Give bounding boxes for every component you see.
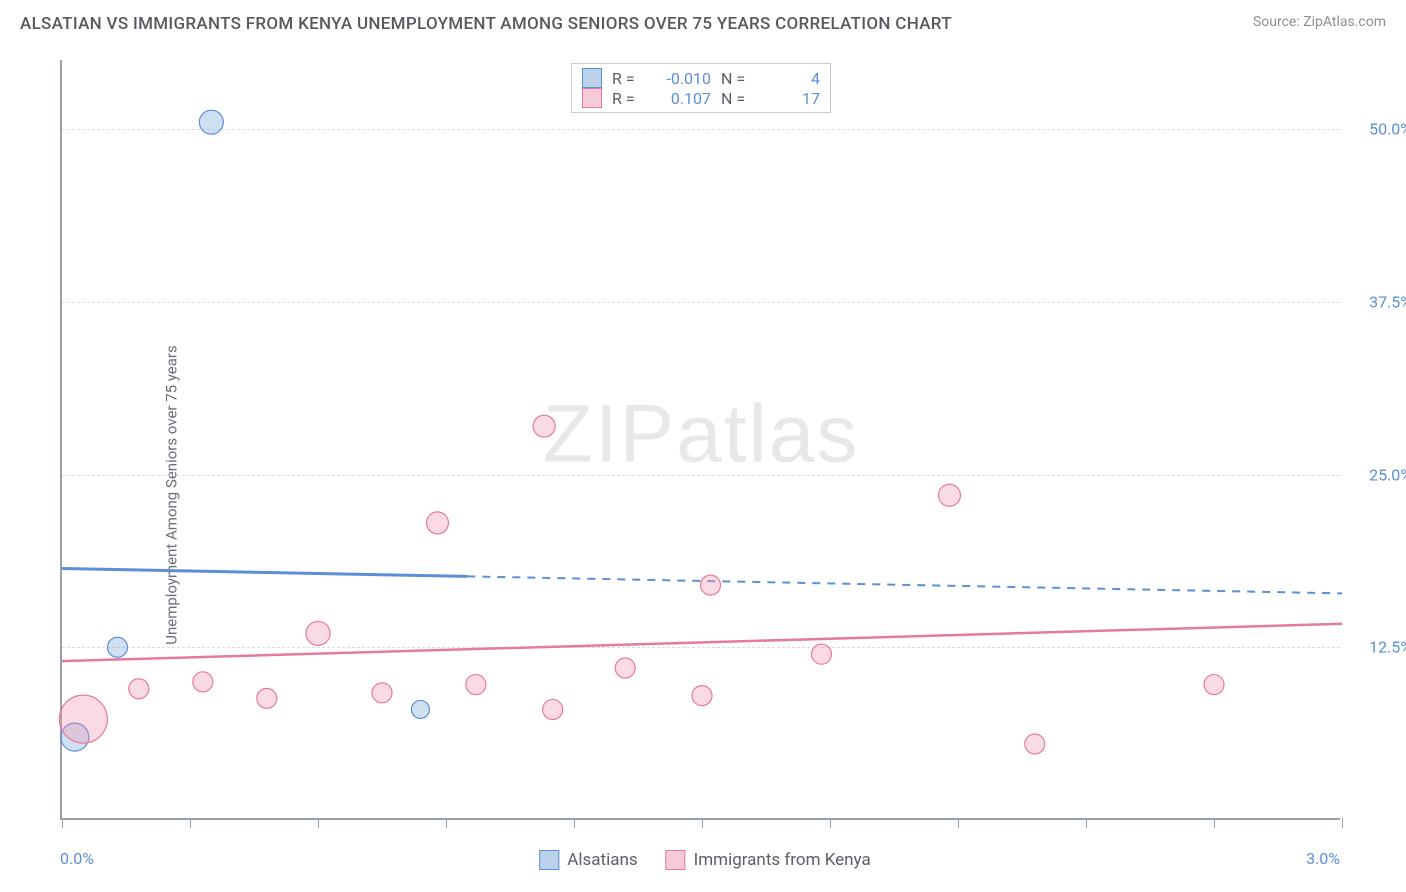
- x-tick: [1342, 818, 1343, 828]
- trend-line: [62, 624, 1342, 661]
- x-tick: [574, 818, 575, 828]
- data-point[interactable]: [615, 658, 635, 678]
- source-link[interactable]: ZipAtlas.com: [1303, 14, 1386, 30]
- legend-label: Immigrants from Kenya: [694, 850, 871, 870]
- x-tick: [318, 818, 319, 828]
- swatch-pink-icon: [666, 850, 686, 870]
- r-label: R =: [612, 69, 646, 88]
- x-tick: [958, 818, 959, 828]
- x-tick: [1214, 818, 1215, 828]
- data-point[interactable]: [199, 110, 223, 134]
- source-attribution: Source: ZipAtlas.com: [1253, 14, 1386, 30]
- scatter-plot-svg: [62, 60, 1340, 818]
- swatch-pink-icon: [582, 88, 602, 108]
- n-label: N =: [721, 69, 755, 88]
- r-value-alsatians: -0.010: [656, 69, 711, 88]
- data-point[interactable]: [701, 575, 721, 595]
- data-point[interactable]: [107, 637, 127, 657]
- data-point[interactable]: [533, 415, 555, 437]
- correlation-legend: R = -0.010 N = 4 R = 0.107 N = 17: [571, 63, 831, 113]
- legend-row-kenya: R = 0.107 N = 17: [582, 88, 820, 108]
- series-legend: Alsatians Immigrants from Kenya: [539, 850, 870, 870]
- x-tick: [62, 818, 63, 828]
- swatch-blue-icon: [582, 68, 602, 88]
- data-point[interactable]: [543, 699, 563, 719]
- legend-item-kenya[interactable]: Immigrants from Kenya: [666, 850, 871, 870]
- legend-label: Alsatians: [567, 850, 637, 870]
- y-tick-label: 50.0%: [1369, 120, 1406, 139]
- x-min-label: 0.0%: [60, 849, 94, 868]
- x-tick: [446, 818, 447, 828]
- data-point[interactable]: [811, 644, 831, 664]
- trend-line: [62, 569, 467, 577]
- trend-line-dashed: [467, 576, 1342, 593]
- data-point[interactable]: [938, 484, 960, 506]
- data-point[interactable]: [466, 675, 486, 695]
- data-point[interactable]: [306, 621, 330, 645]
- chart-container: Unemployment Among Seniors over 75 years…: [50, 60, 1360, 850]
- data-point[interactable]: [426, 512, 448, 534]
- r-label: R =: [612, 89, 646, 108]
- y-tick-label: 12.5%: [1369, 638, 1406, 657]
- data-point[interactable]: [692, 686, 712, 706]
- source-prefix: Source:: [1253, 14, 1303, 30]
- swatch-blue-icon: [539, 850, 559, 870]
- data-point[interactable]: [411, 700, 429, 718]
- plot-area: ZIPatlas 12.5%25.0%37.5%50.0% R = -0.010…: [60, 60, 1340, 820]
- data-point[interactable]: [372, 683, 392, 703]
- x-tick: [702, 818, 703, 828]
- data-point[interactable]: [193, 672, 213, 692]
- data-point[interactable]: [1025, 734, 1045, 754]
- chart-title: ALSATIAN VS IMMIGRANTS FROM KENYA UNEMPL…: [20, 14, 952, 34]
- r-value-kenya: 0.107: [656, 89, 711, 108]
- data-point[interactable]: [59, 695, 107, 743]
- y-tick-label: 37.5%: [1369, 292, 1406, 311]
- x-max-label: 3.0%: [1306, 849, 1340, 868]
- data-point[interactable]: [257, 688, 277, 708]
- data-point[interactable]: [129, 679, 149, 699]
- x-tick: [830, 818, 831, 828]
- x-tick: [190, 818, 191, 828]
- legend-row-alsatians: R = -0.010 N = 4: [582, 68, 820, 88]
- n-value-alsatians: 4: [765, 69, 820, 88]
- n-value-kenya: 17: [765, 89, 820, 108]
- x-tick: [1086, 818, 1087, 828]
- n-label: N =: [721, 89, 755, 108]
- data-point[interactable]: [1204, 675, 1224, 695]
- y-tick-label: 25.0%: [1369, 465, 1406, 484]
- legend-item-alsatians[interactable]: Alsatians: [539, 850, 637, 870]
